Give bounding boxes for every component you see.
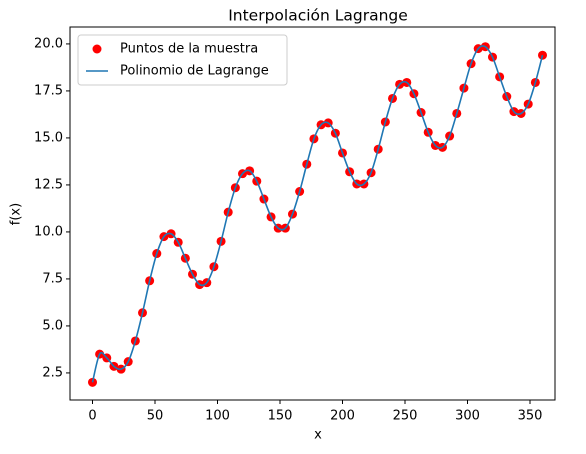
- x-tick-label: 350: [518, 409, 543, 424]
- x-tick-label: 300: [455, 409, 480, 424]
- x-tick-label: 100: [205, 409, 230, 424]
- x-tick-label: 200: [330, 409, 355, 424]
- chart-title: Interpolación Lagrange: [228, 7, 408, 25]
- y-tick-label: 5.0: [42, 318, 63, 333]
- line: [91, 45, 544, 383]
- y-tick-label: 7.5: [42, 271, 63, 286]
- plot-frame: [69, 26, 556, 401]
- y-tick-label: 20.0: [34, 36, 63, 51]
- legend-label: Polinomio de Lagrange: [120, 64, 269, 79]
- legend-marker: [92, 44, 102, 54]
- point: [538, 50, 547, 60]
- y-tick-label: 10.0: [34, 224, 63, 239]
- legend: Puntos de la muestra Polinomio de Lagrang…: [77, 34, 288, 86]
- y-axis-label: f(x): [9, 203, 24, 225]
- y-tick-label: 17.5: [34, 83, 63, 98]
- x-tick-label: 250: [393, 409, 418, 424]
- legend-box: [77, 34, 288, 86]
- y-tick-label: 12.5: [34, 177, 63, 192]
- legend-label: Puntos de la muestra: [120, 42, 258, 57]
- x-tick-label: 0: [88, 409, 96, 424]
- x-tick-label: 50: [147, 409, 164, 424]
- x-axis-label: x: [314, 428, 322, 443]
- x-tick-label: 150: [268, 409, 293, 424]
- y-tick-label: 15.0: [34, 130, 63, 145]
- y-tick-label: 2.5: [42, 365, 63, 380]
